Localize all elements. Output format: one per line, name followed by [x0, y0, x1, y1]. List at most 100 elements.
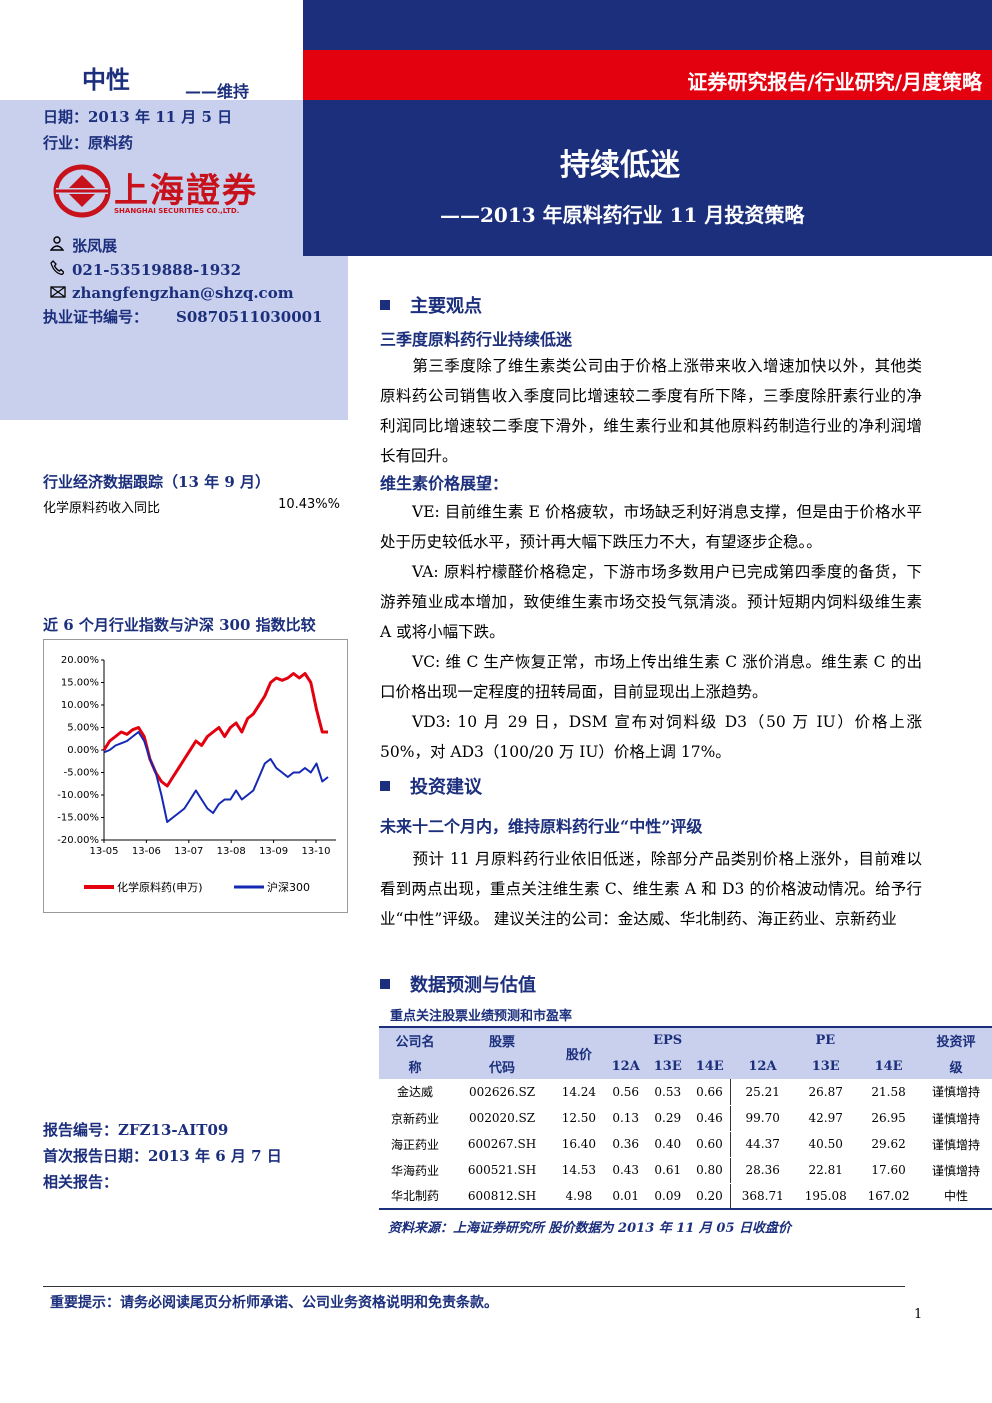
index-comparison-chart: 20.00% 15.00% 10.00% 5.00% 0.00% -5.00% -10.00… [43, 639, 348, 913]
table-cell: 195.08 [794, 1183, 858, 1210]
x-tick-label: 13-06 [132, 846, 161, 857]
y-tick-label: 15.00% [61, 678, 99, 689]
table-cell: 40.50 [794, 1131, 858, 1158]
table-row: 华海药业 600521.SH 14.53 0.43 0.61 0.80 28.3… [379, 1157, 992, 1184]
table-cell: 0.29 [646, 1105, 689, 1132]
page-title: 持续低迷 [560, 148, 680, 183]
table-cell: 99.70 [730, 1105, 795, 1132]
header-price: 股价 [565, 1048, 592, 1063]
header-pe-12a: 12A [748, 1058, 777, 1074]
header-red-band [303, 50, 992, 100]
table-cell: 0.80 [688, 1157, 731, 1184]
table-cell: 0.46 [688, 1105, 731, 1132]
header-rating-2: 级 [949, 1060, 963, 1076]
table-cell: 17.60 [857, 1157, 921, 1184]
table-cell: 华北制药 [379, 1183, 451, 1210]
table-cell: 44.37 [730, 1131, 795, 1158]
table-cell: 16.40 [553, 1131, 605, 1158]
section-heading-investment-advice: 投资建议 [380, 773, 482, 799]
table-cell: 0.40 [646, 1131, 689, 1158]
paragraph-ve: VE: 目前维生素 E 价格疲软，市场缺乏利好消息支撑，但是由于价格水平处于历史… [380, 503, 922, 551]
table-cell: 0.09 [646, 1183, 689, 1210]
table-cell: 26.95 [857, 1105, 921, 1132]
related-reports: 相关报告： [43, 1173, 119, 1191]
table-cell: 0.13 [604, 1105, 647, 1132]
y-tick-label: 0.00% [67, 745, 99, 756]
table-cell: 谨慎增持 [920, 1131, 992, 1158]
square-bullet-icon [380, 979, 390, 989]
section-heading-main-views: 主要观点 [380, 292, 482, 318]
table-cell: 600267.SH [450, 1131, 554, 1158]
table-cell: 0.43 [604, 1157, 647, 1184]
table-cell: 0.01 [604, 1183, 647, 1210]
header-eps-14e: 14E [695, 1058, 724, 1074]
series-line-1 [103, 731, 329, 823]
rating-sub-label: ——维持 [185, 82, 250, 101]
table-cell: 0.66 [688, 1079, 731, 1106]
paragraph-advice: 预计 11 月原料药行业依旧低迷，除部分产品类别价格上涨外，目前难以看到两点出现… [380, 850, 922, 928]
y-tick-label: -15.00% [57, 813, 99, 824]
subheading-rating: 未来十二个月内，维持原料药行业“中性”评级 [380, 817, 703, 836]
header-eps: EPS [653, 1033, 683, 1048]
report-date: 日期：2013 年 11 月 5 日 [43, 108, 233, 126]
table-cell: 0.20 [688, 1183, 731, 1210]
table-cell: 0.36 [604, 1131, 647, 1158]
chart-svg: 20.00% 15.00% 10.00% 5.00% 0.00% -5.00% -10.00… [57, 655, 336, 894]
mail-icon [50, 284, 72, 302]
square-bullet-icon [380, 300, 390, 310]
logo-text-en: SHANGHAI SECURITIES CO.,LTD. [114, 207, 240, 215]
table-cell: 谨慎增持 [920, 1105, 992, 1132]
report-number: 报告编号：ZFZ13-AIT09 [43, 1121, 229, 1139]
table-cell: 中性 [920, 1183, 992, 1210]
x-tick-label: 13-08 [217, 846, 246, 857]
table-cell: 28.36 [730, 1157, 795, 1184]
chart-title: 近 6 个月行业指数与沪深 300 指数比较 [43, 616, 316, 634]
paragraph-vd3: VD3: 10 月 29 日，DSM 宣布对饲料级 D3（50 万 IU）价格上… [380, 713, 922, 761]
table-row: 海正药业 600267.SH 16.40 0.36 0.40 0.60 44.3… [379, 1131, 992, 1158]
analyst-email[interactable]: zhangfengzhan@shzq.com [72, 284, 294, 302]
table-cell: 26.87 [794, 1079, 858, 1106]
table-cell: 0.61 [646, 1157, 689, 1184]
sidebar-panel [0, 100, 348, 420]
forecast-table: 公司名 股票 股价 EPS PE 投资评 称 代码 12A 13E 14E 12… [379, 1026, 992, 1210]
footer-disclaimer: 重要提示：请务必阅读尾页分析师承诺、公司业务资格说明和免责条款。 [50, 1295, 498, 1311]
table-cell: 22.81 [794, 1157, 858, 1184]
table-cell: 金达威 [379, 1079, 451, 1106]
table-cell: 29.62 [857, 1131, 921, 1158]
person-icon [49, 236, 72, 255]
table-cell: 25.21 [730, 1079, 795, 1106]
square-bullet-icon [380, 781, 390, 791]
cert-label: 执业证书编号： [43, 308, 149, 326]
report-category: 证券研究报告/行业研究/月度策略 [687, 70, 982, 94]
legend-label-0: 化学原料药(申万) [117, 880, 203, 894]
logo-emblem-icon [53, 164, 111, 218]
table-cell: 14.53 [553, 1157, 605, 1184]
header-company-2: 称 [408, 1060, 422, 1076]
rating-label: 中性 [82, 66, 130, 94]
first-report-date: 首次报告日期：2013 年 6 月 7 日 [43, 1147, 282, 1165]
table-cell: 002020.SZ [450, 1105, 554, 1132]
y-tick-label: 10.00% [61, 700, 99, 711]
analyst-phone-row: 021-53519888-1932 [50, 260, 241, 279]
logo-text-cn: 上海證券 [114, 171, 258, 211]
x-tick-label: 13-05 [89, 846, 118, 857]
table-cell: 4.98 [553, 1183, 605, 1210]
header-pe: PE [815, 1033, 836, 1048]
table-cell: 600812.SH [450, 1183, 554, 1210]
table-cell: 14.24 [553, 1079, 605, 1106]
paragraph-va: VA: 原料柠檬醛价格稳定，下游市场多数用户已完成第四季度的备货，下游养殖业成本… [380, 563, 922, 641]
table-cell: 600521.SH [450, 1157, 554, 1184]
subheading-vitamin-outlook: 维生素价格展望： [380, 474, 509, 493]
y-tick-label: -10.00% [57, 790, 99, 801]
table-cell: 海正药业 [379, 1131, 451, 1158]
phone-icon [50, 260, 72, 279]
report-industry: 行业：原料药 [43, 134, 134, 152]
table-cell: 华海药业 [379, 1157, 451, 1184]
table-cell: 0.56 [604, 1079, 647, 1106]
header-pe-14e: 14E [874, 1058, 903, 1074]
series-line-0 [102, 672, 328, 788]
analyst-name-row: 张凤展 [49, 235, 117, 256]
table-cell: 21.58 [857, 1079, 921, 1106]
y-tick-label: 5.00% [67, 723, 99, 734]
table-cell: 0.60 [688, 1131, 731, 1158]
